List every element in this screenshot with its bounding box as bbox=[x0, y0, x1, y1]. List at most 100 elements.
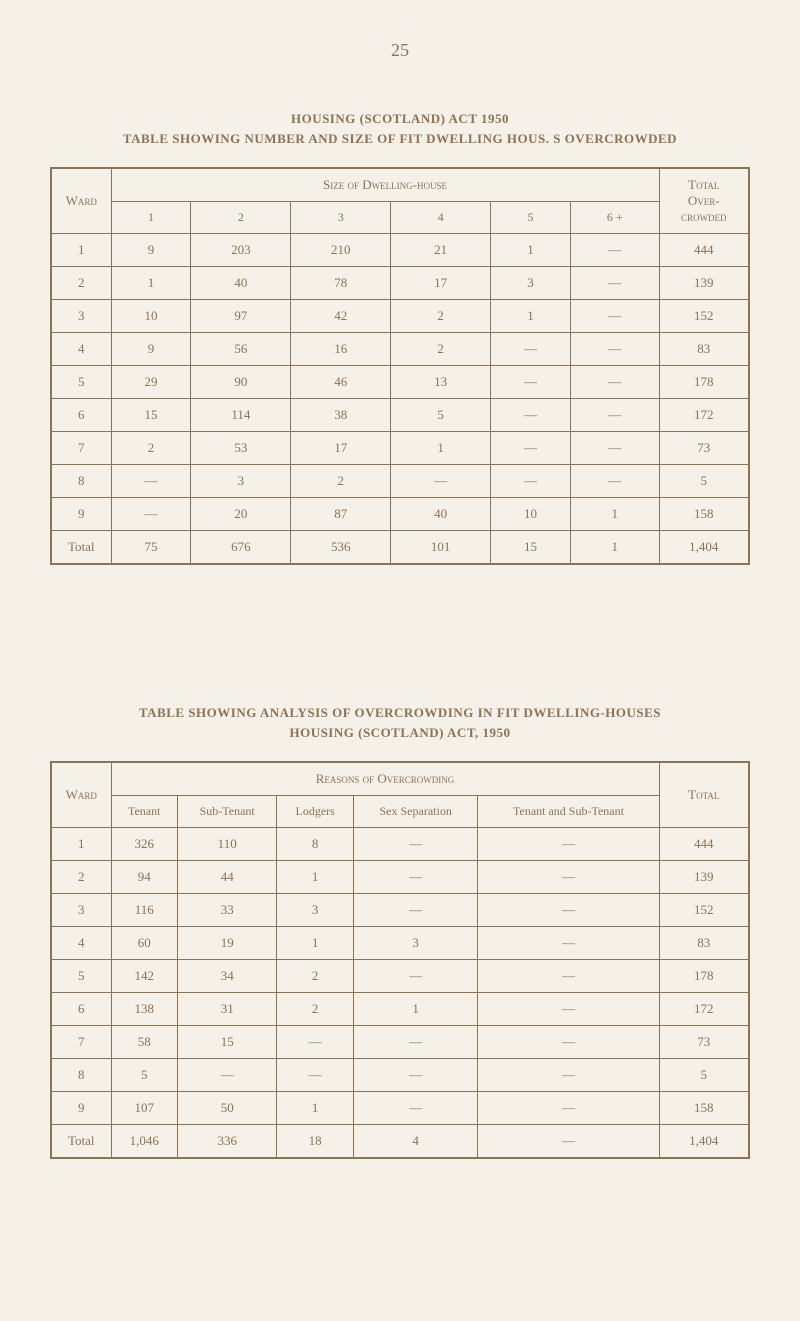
table2: Ward Reasons of Overcrowding Total Tenan… bbox=[50, 761, 750, 1159]
table-row: 4956162——83 bbox=[51, 333, 749, 366]
table2-data-cell: 33 bbox=[177, 894, 277, 927]
table2-data-cell: 18 bbox=[277, 1125, 353, 1159]
table1-data-cell: 53 bbox=[191, 432, 291, 465]
table-row: 13261108——444 bbox=[51, 828, 749, 861]
table1-ward-cell: 8 bbox=[51, 465, 111, 498]
table2-data-cell: 19 bbox=[177, 927, 277, 960]
table1-size-col-2: 3 bbox=[291, 202, 391, 234]
table2-data-cell: — bbox=[478, 1092, 659, 1125]
table1-data-cell: 9 bbox=[111, 333, 191, 366]
table2-ward-cell: 5 bbox=[51, 960, 111, 993]
table2-data-cell: — bbox=[353, 894, 478, 927]
table2-data-cell: 50 bbox=[177, 1092, 277, 1125]
table1-data-cell: 676 bbox=[191, 531, 291, 565]
table2-ward-cell: 8 bbox=[51, 1059, 111, 1092]
table1-size-header: Size of Dwelling-house bbox=[111, 168, 659, 202]
table1-data-cell: 114 bbox=[191, 399, 291, 432]
table1-ward-header: Ward bbox=[51, 168, 111, 234]
table-row: 8—32———5 bbox=[51, 465, 749, 498]
table1-total-cell: 152 bbox=[659, 300, 749, 333]
table1-total-cell: 1,404 bbox=[659, 531, 749, 565]
table2-data-cell: — bbox=[353, 828, 478, 861]
table2-data-cell: — bbox=[478, 993, 659, 1026]
table1-data-cell: 29 bbox=[111, 366, 191, 399]
table1-size-col-1: 2 bbox=[191, 202, 291, 234]
table-row: 310974221—152 bbox=[51, 300, 749, 333]
table1-data-cell: 15 bbox=[491, 531, 571, 565]
table1-ward-cell: 3 bbox=[51, 300, 111, 333]
table2-data-cell: 8 bbox=[277, 828, 353, 861]
table1-data-cell: — bbox=[391, 465, 491, 498]
table1-data-cell: 1 bbox=[391, 432, 491, 465]
table1-ward-cell: 6 bbox=[51, 399, 111, 432]
table2-ward-cell: 6 bbox=[51, 993, 111, 1026]
table1-data-cell: 40 bbox=[391, 498, 491, 531]
table1-data-cell: — bbox=[570, 300, 659, 333]
table-row: 3116333——152 bbox=[51, 894, 749, 927]
table1-data-cell: 2 bbox=[291, 465, 391, 498]
table-row: 294441——139 bbox=[51, 861, 749, 894]
table2-data-cell: 44 bbox=[177, 861, 277, 894]
table2-data-cell: 1 bbox=[353, 993, 478, 1026]
table2-data-cell: 58 bbox=[111, 1026, 177, 1059]
table1-total-cell: 178 bbox=[659, 366, 749, 399]
table2-data-cell: 142 bbox=[111, 960, 177, 993]
table2-data-cell: 1 bbox=[277, 927, 353, 960]
table1-data-cell: 10 bbox=[111, 300, 191, 333]
table1-data-cell: 46 bbox=[291, 366, 391, 399]
table2-data-cell: 107 bbox=[111, 1092, 177, 1125]
table1-total-header: Total Over- crowded bbox=[659, 168, 749, 234]
table1-data-cell: 1 bbox=[111, 267, 191, 300]
table1-data-cell: 101 bbox=[391, 531, 491, 565]
table1-data-cell: — bbox=[491, 333, 571, 366]
table2-total-cell: 152 bbox=[659, 894, 749, 927]
table2-ward-header: Ward bbox=[51, 762, 111, 828]
table2-data-cell: — bbox=[478, 1059, 659, 1092]
table2-total-cell: 178 bbox=[659, 960, 749, 993]
table1-data-cell: 16 bbox=[291, 333, 391, 366]
table1-data-cell: 15 bbox=[111, 399, 191, 432]
table2-data-cell: — bbox=[478, 960, 659, 993]
table1-data-cell: 1 bbox=[491, 300, 571, 333]
table2-data-cell: 326 bbox=[111, 828, 177, 861]
table1-data-cell: — bbox=[491, 465, 571, 498]
table2-reason-col-4: Tenant and Sub-Tenant bbox=[478, 796, 659, 828]
table2-title-line1: TABLE SHOWING ANALYSIS OF OVERCROWDING I… bbox=[50, 705, 750, 721]
table1-data-cell: 87 bbox=[291, 498, 391, 531]
table2-total-header: Total bbox=[659, 762, 749, 828]
table1-data-cell: — bbox=[491, 399, 571, 432]
table2-data-cell: 3 bbox=[353, 927, 478, 960]
table2-data-cell: 138 bbox=[111, 993, 177, 1026]
table1-data-cell: — bbox=[570, 432, 659, 465]
table1-data-cell: 90 bbox=[191, 366, 291, 399]
table1-data-cell: 75 bbox=[111, 531, 191, 565]
table1-total-cell: 5 bbox=[659, 465, 749, 498]
table1-data-cell: 42 bbox=[291, 300, 391, 333]
table2-data-cell: — bbox=[353, 1092, 478, 1125]
table2-data-cell: — bbox=[277, 1026, 353, 1059]
table2-ward-cell: 4 bbox=[51, 927, 111, 960]
table1-total-cell: 139 bbox=[659, 267, 749, 300]
table1-data-cell: 17 bbox=[291, 432, 391, 465]
table-row: Total1,046336184—1,404 bbox=[51, 1125, 749, 1159]
table2-data-cell: — bbox=[277, 1059, 353, 1092]
table2-data-cell: 94 bbox=[111, 861, 177, 894]
table2-data-cell: — bbox=[478, 828, 659, 861]
table2-data-cell: 336 bbox=[177, 1125, 277, 1159]
table2-data-cell: 15 bbox=[177, 1026, 277, 1059]
table1-data-cell: 2 bbox=[391, 333, 491, 366]
table1-data-cell: — bbox=[111, 498, 191, 531]
table2-data-cell: 3 bbox=[277, 894, 353, 927]
table1-data-cell: 21 bbox=[391, 234, 491, 267]
table1-data-cell: 20 bbox=[191, 498, 291, 531]
table1-ward-cell: 5 bbox=[51, 366, 111, 399]
table1-data-cell: 17 bbox=[391, 267, 491, 300]
table1-total-cell: 83 bbox=[659, 333, 749, 366]
table1-size-col-4: 5 bbox=[491, 202, 571, 234]
table1-total-cell: 158 bbox=[659, 498, 749, 531]
table1-total-cell: 172 bbox=[659, 399, 749, 432]
table-row: 85————5 bbox=[51, 1059, 749, 1092]
table1-total-cell: 73 bbox=[659, 432, 749, 465]
table2-total-cell: 73 bbox=[659, 1026, 749, 1059]
table1-total-cell: 444 bbox=[659, 234, 749, 267]
